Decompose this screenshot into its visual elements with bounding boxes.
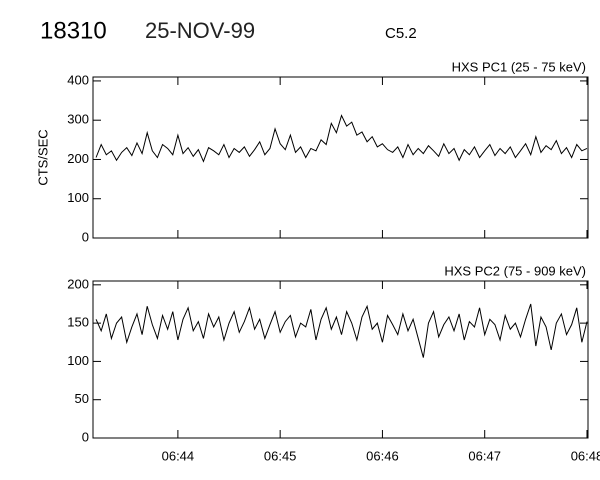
x-tick-label: 06:44 xyxy=(162,448,195,463)
data-line xyxy=(95,303,588,358)
event-date: 25-NOV-99 xyxy=(145,18,255,43)
data-line xyxy=(95,114,588,163)
y-tick-label: 100 xyxy=(67,353,89,368)
event-id: 18310 xyxy=(40,17,107,44)
y-tick-label: 100 xyxy=(67,190,89,205)
y-tick-label: 300 xyxy=(67,112,89,127)
y-tick-label: 50 xyxy=(75,391,89,406)
y-tick-label: 0 xyxy=(82,429,89,444)
y-tick-label: 200 xyxy=(67,276,89,291)
x-tick-label: 06:45 xyxy=(264,448,297,463)
plot-frame xyxy=(92,280,589,439)
x-tick-label: 06:46 xyxy=(366,448,399,463)
y-tick-label: 400 xyxy=(67,72,89,87)
plot-frame xyxy=(92,76,589,239)
flare-class: C5.2 xyxy=(385,25,417,42)
y-axis-label: CTS/SEC xyxy=(35,129,50,185)
panel-title: HXS PC1 (25 - 75 keV) xyxy=(452,59,586,74)
y-tick-label: 0 xyxy=(82,229,89,244)
y-tick-label: 200 xyxy=(67,151,89,166)
x-tick-label: 06:48 xyxy=(571,448,600,463)
x-tick-label: 06:47 xyxy=(468,448,501,463)
y-tick-label: 150 xyxy=(67,315,89,330)
panel-title: HXS PC2 (75 - 909 keV) xyxy=(444,263,586,278)
